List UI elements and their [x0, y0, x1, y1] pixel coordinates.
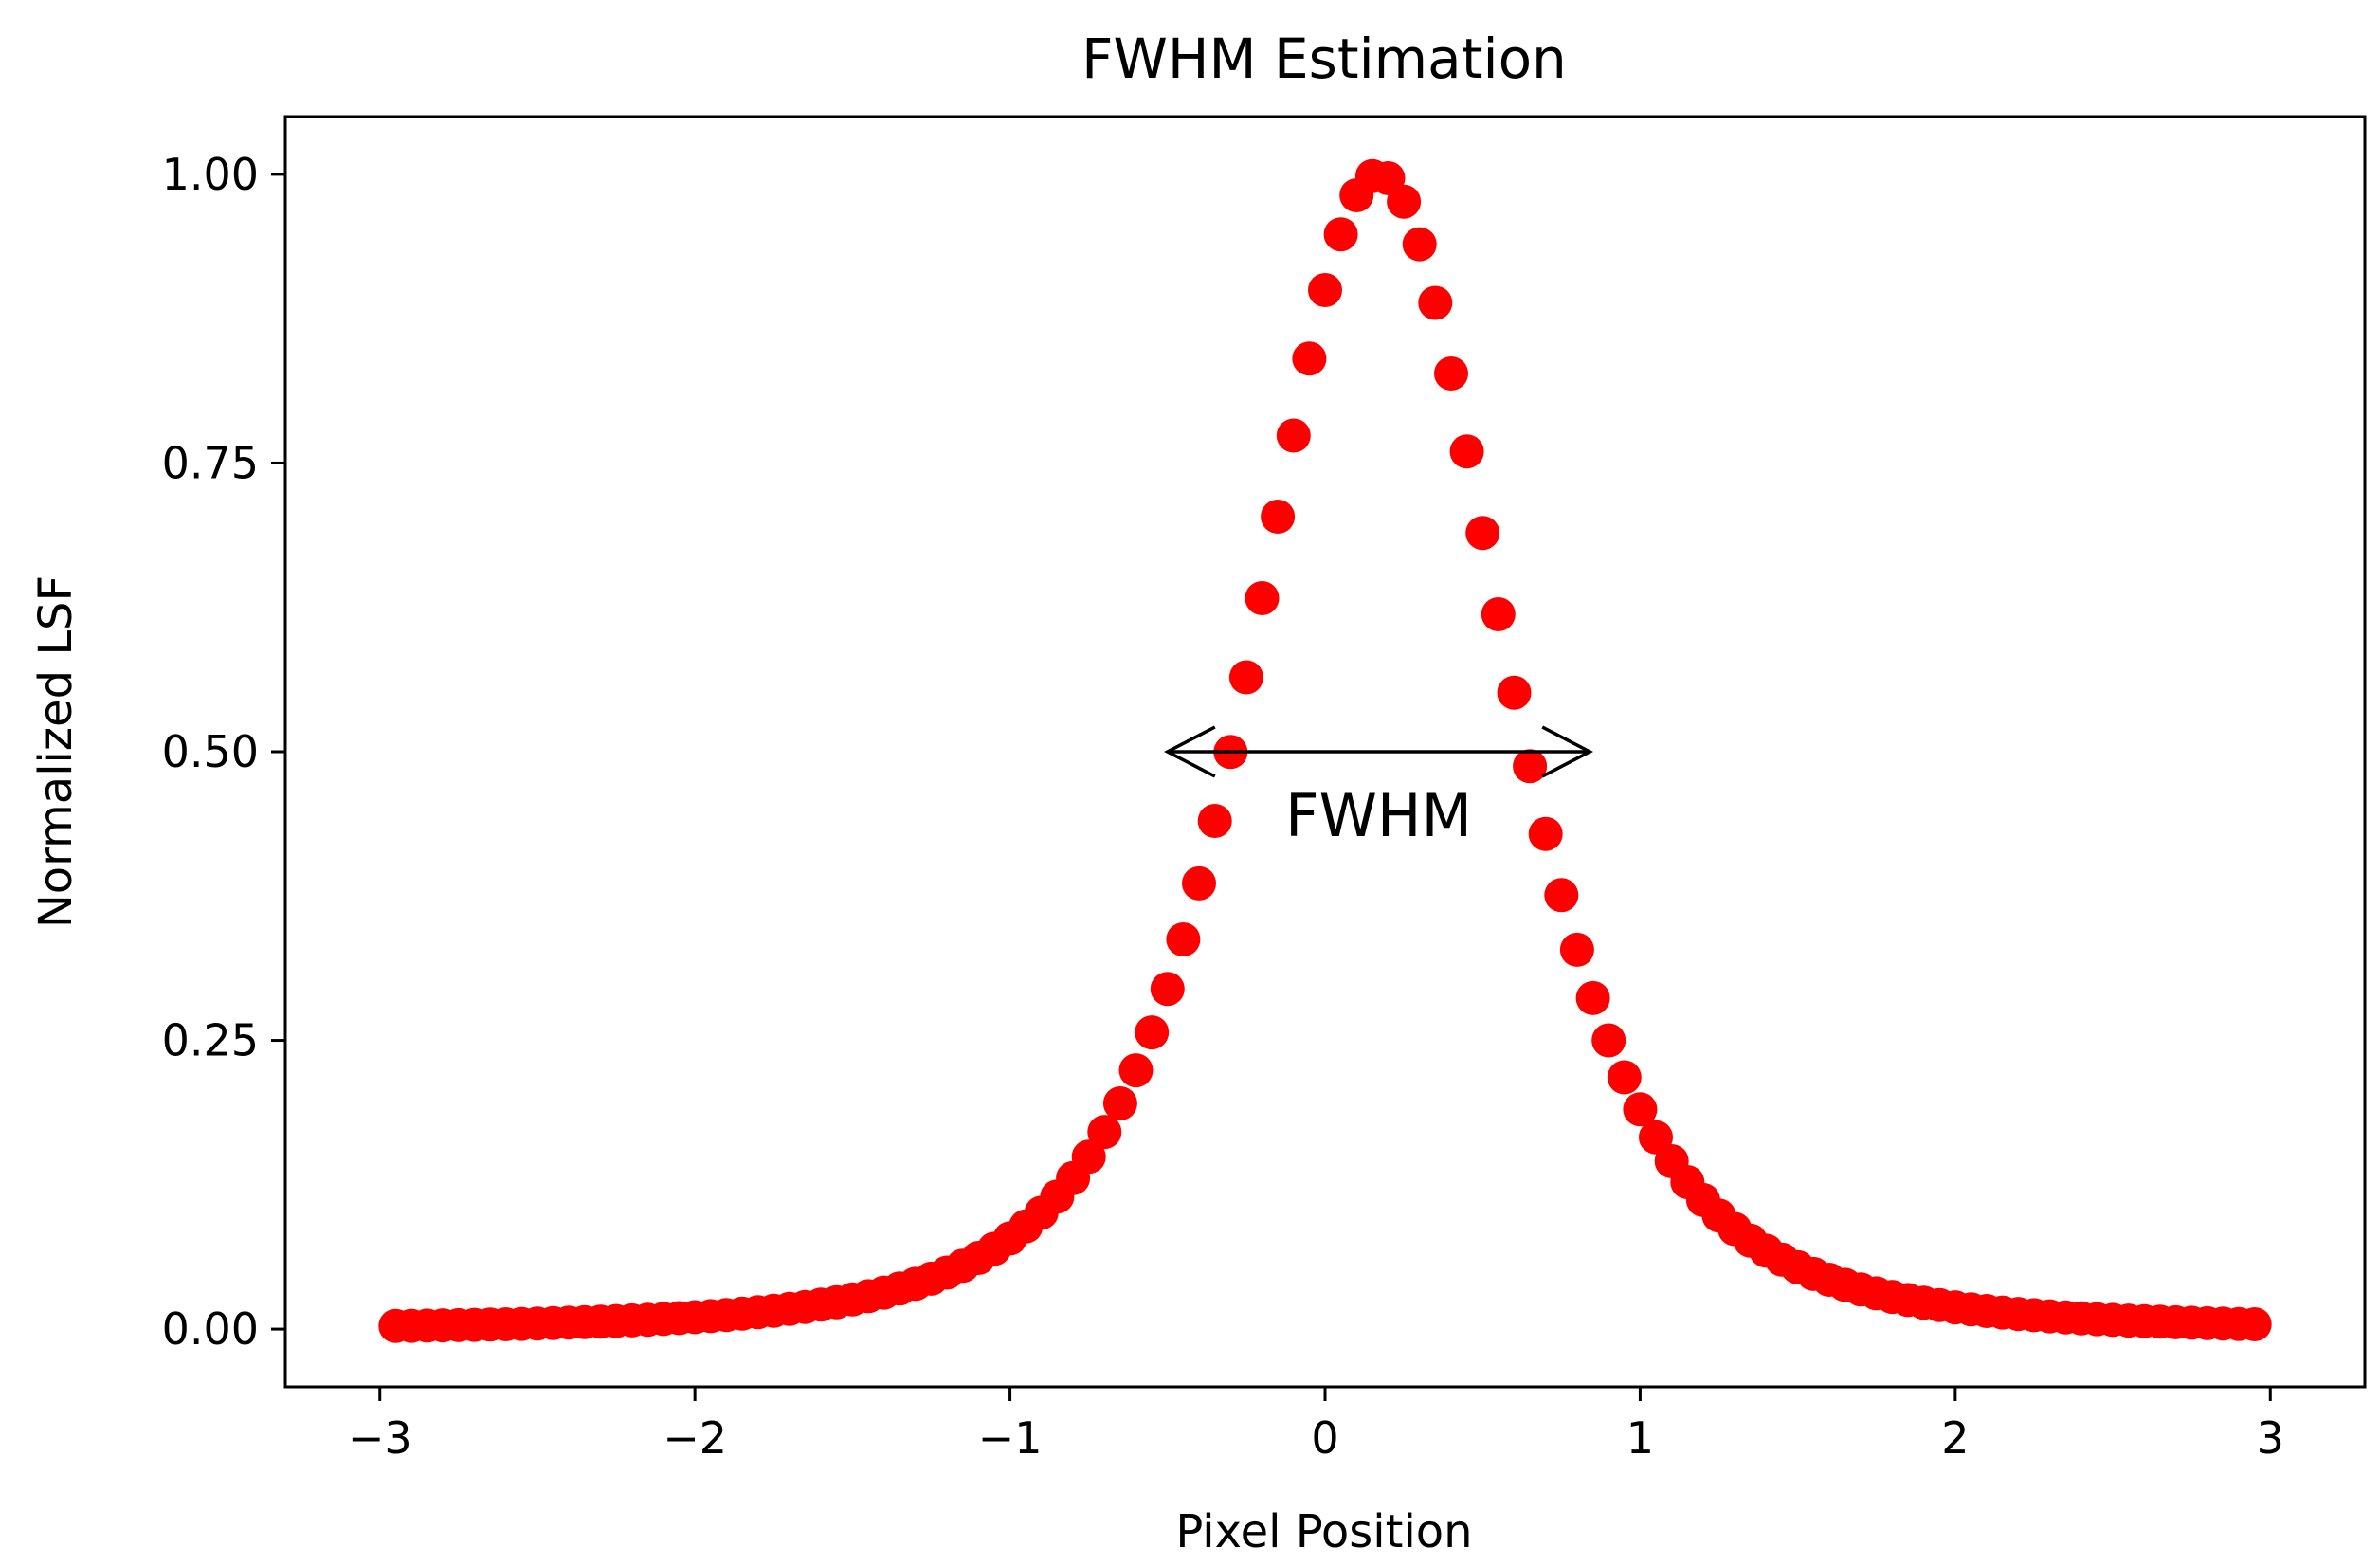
data-point	[1197, 804, 1232, 838]
y-axis-ticks: 0.00 0.25 0.50 0.75 1.00	[162, 149, 285, 1355]
data-point	[1402, 227, 1437, 262]
y-tick-label: 0.00	[162, 1303, 259, 1355]
data-point	[1528, 816, 1563, 851]
x-tick-label: 3	[2257, 1412, 2284, 1464]
data-point	[1166, 922, 1201, 956]
data-point	[1261, 500, 1296, 534]
data-point	[1071, 1139, 1106, 1174]
data-point	[1182, 865, 1216, 901]
data-point	[1276, 418, 1311, 453]
data-point	[1102, 1086, 1137, 1120]
data-point	[1623, 1092, 1658, 1127]
fwhm-arrowhead-left	[1163, 725, 1216, 778]
y-axis-label: Normalized LSF	[29, 575, 82, 928]
x-tick-label: −3	[348, 1412, 412, 1464]
fwhm-label: FWHM	[1285, 781, 1472, 850]
data-point	[1418, 285, 1453, 320]
y-tick-label: 0.50	[162, 726, 259, 777]
data-point	[1575, 980, 1610, 1015]
data-point	[1465, 516, 1500, 551]
data-point	[2237, 1307, 2272, 1341]
data-point	[1087, 1115, 1122, 1150]
data-point	[1118, 1053, 1154, 1088]
chart-title: FWHM Estimation	[1081, 27, 1567, 91]
data-point	[1481, 597, 1516, 631]
fwhm-annotation: FWHM	[1163, 725, 1594, 850]
data-point	[1323, 217, 1358, 252]
data-point	[1245, 581, 1280, 615]
y-tick-label: 1.00	[162, 149, 259, 200]
data-point	[1135, 1015, 1170, 1050]
fwhm-arrowhead-right	[1541, 725, 1594, 778]
data-point	[1591, 1023, 1626, 1058]
data-points	[378, 158, 2272, 1343]
x-tick-label: 1	[1626, 1412, 1654, 1464]
data-point	[1449, 434, 1484, 469]
data-point	[1544, 878, 1579, 913]
data-point	[1559, 932, 1594, 967]
data-point	[1607, 1060, 1642, 1095]
data-point	[1639, 1120, 1673, 1155]
data-point	[1292, 341, 1327, 376]
x-axis-label: Pixel Position	[1175, 1505, 1472, 1558]
x-tick-label: 0	[1311, 1412, 1338, 1464]
x-tick-label: 2	[1941, 1412, 1969, 1464]
x-tick-label: −1	[978, 1412, 1043, 1464]
data-point	[1497, 675, 1532, 710]
data-point	[1434, 356, 1468, 391]
data-point	[1387, 184, 1422, 219]
x-tick-label: −2	[663, 1412, 727, 1464]
x-axis-ticks: −3 −2 −1 0 1 2 3	[348, 1387, 2284, 1464]
y-tick-label: 0.75	[162, 437, 259, 488]
data-point	[1513, 749, 1548, 784]
data-point	[1150, 972, 1185, 1007]
data-point	[1228, 660, 1263, 695]
y-tick-label: 0.25	[162, 1015, 259, 1066]
data-point	[1308, 273, 1342, 307]
